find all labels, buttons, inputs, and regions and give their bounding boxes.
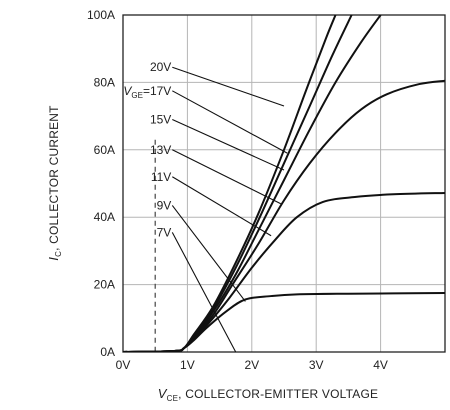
curve-label-15v: 15V xyxy=(150,112,171,126)
leader-line-17v xyxy=(172,90,288,154)
curve-label-20v: 20V xyxy=(150,60,171,74)
y-tick-label-80a: 80A xyxy=(94,75,115,89)
series-line-20v xyxy=(123,15,337,352)
curve-label-13v: 13V xyxy=(150,143,171,157)
curve-label-9v: 9V xyxy=(157,198,172,212)
x-tick-label-4v: 4V xyxy=(373,358,388,372)
x-tick-label-3v: 3V xyxy=(309,358,324,372)
leader-line-20v xyxy=(172,66,285,107)
y-axis-title: IC, COLLECTOR CURRENT xyxy=(46,105,63,261)
axes: 0V 1V 2V 3V 4V 0A 20A 40A 60A 80A 100A xyxy=(87,8,446,372)
y-tick-label-20a: 20A xyxy=(94,278,115,292)
leader-line-13v xyxy=(172,149,282,205)
leader-line-9v xyxy=(171,205,246,302)
x-axis-title: VCE, COLLECTOR-EMITTER VOLTAGE xyxy=(158,386,379,403)
leader-line-15v xyxy=(172,118,285,171)
series-layer xyxy=(123,15,445,352)
x-tick-label-1v: 1V xyxy=(180,358,195,372)
leader-lines xyxy=(171,66,288,353)
curve-label-17v: VGE=17V xyxy=(123,84,171,100)
curve-label-11v: 11V xyxy=(151,170,171,184)
series-line-7v xyxy=(123,292,445,352)
leader-line-11v xyxy=(172,176,272,237)
x-tick-label-0v: 0V xyxy=(116,358,131,372)
curve-labels: 20V VGE=17V 15V 13V 11V 9V 7V xyxy=(123,60,171,239)
y-tick-label-40a: 40A xyxy=(94,210,115,224)
y-tick-label-60a: 60A xyxy=(94,143,115,157)
y-tick-label-0a: 0A xyxy=(100,345,115,359)
curve-label-7v: 7V xyxy=(157,225,172,239)
leader-line-7v xyxy=(171,232,237,353)
plot-frame xyxy=(122,14,446,353)
y-tick-label-100a: 100A xyxy=(87,8,115,22)
x-tick-label-2v: 2V xyxy=(244,358,259,372)
